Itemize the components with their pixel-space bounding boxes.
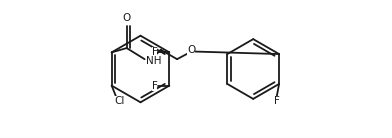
Text: O: O: [123, 13, 131, 23]
Text: F: F: [152, 81, 158, 91]
Text: F: F: [274, 96, 279, 106]
Text: F: F: [152, 47, 158, 57]
Text: NH: NH: [146, 56, 162, 66]
Text: O: O: [187, 45, 195, 55]
Text: Cl: Cl: [114, 96, 125, 106]
